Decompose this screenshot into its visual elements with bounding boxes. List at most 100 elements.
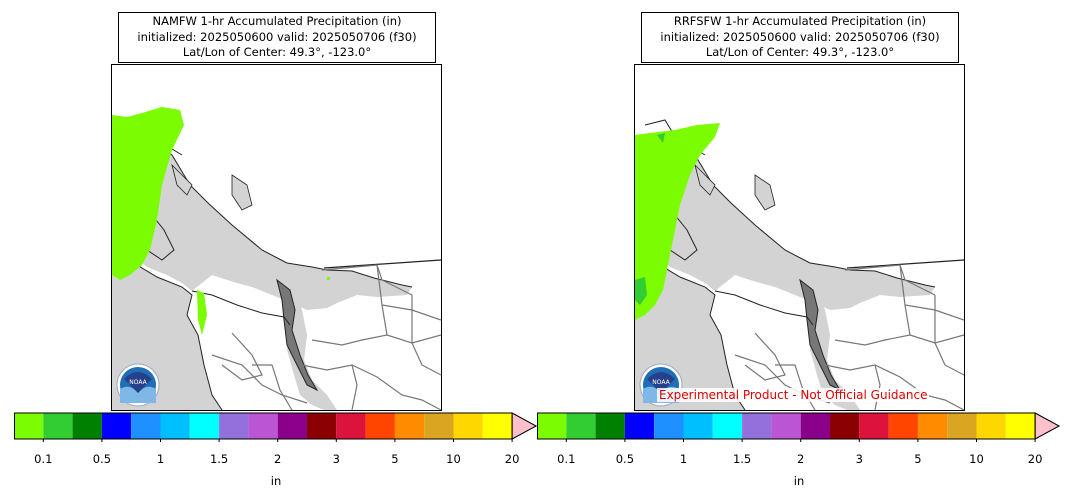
colorbar-segment bbox=[14, 413, 44, 439]
county-border bbox=[376, 264, 441, 321]
colorbar-segment bbox=[742, 413, 772, 439]
colorbar-tick-label: 1.5 bbox=[209, 452, 229, 466]
colorbar-tick-label: 1.5 bbox=[732, 452, 752, 466]
colorbar-tick-label: 20 bbox=[1027, 452, 1043, 466]
colorbar-segment bbox=[453, 413, 483, 439]
colorbar-segment bbox=[1005, 413, 1036, 439]
puget-sound bbox=[272, 260, 337, 410]
county-border bbox=[301, 364, 441, 410]
inland-lake bbox=[754, 174, 776, 211]
colorbar-tick-label: 3 bbox=[855, 452, 863, 466]
county-border bbox=[381, 304, 388, 336]
colorbar-segment bbox=[771, 413, 801, 439]
county-border bbox=[411, 295, 441, 376]
precip-area bbox=[197, 290, 207, 335]
county-border bbox=[744, 332, 786, 381]
county-border bbox=[904, 304, 911, 336]
colorbar-segment bbox=[365, 413, 395, 439]
map-title: RRFSFW 1-hr Accumulated Precipitation (i… bbox=[641, 12, 959, 63]
colorbar-tick-label: 20 bbox=[504, 452, 520, 466]
colorbar-tick-label: 0.5 bbox=[92, 452, 112, 466]
colorbar-segment bbox=[424, 413, 454, 439]
precip-area bbox=[657, 133, 665, 143]
county-border bbox=[311, 334, 441, 346]
colorbar-segment bbox=[336, 413, 366, 439]
title-center-line: Lat/Lon of Center: 49.3°, -123.0° bbox=[182, 45, 372, 59]
title-time-line: initialized: 2025050600 valid: 202505070… bbox=[137, 29, 417, 44]
colorbar-segment bbox=[654, 413, 684, 439]
precip-map: NOAA Experimental Product - Not Official… bbox=[634, 64, 965, 411]
county-border bbox=[321, 264, 413, 296]
colorbar-segment bbox=[683, 413, 713, 439]
colorbar-outline bbox=[537, 412, 1036, 440]
colorbar-segment bbox=[624, 413, 655, 439]
colorbar-segment bbox=[101, 413, 132, 439]
colorbar-segment bbox=[248, 413, 278, 439]
colorbar-tick-label: 0.1 bbox=[557, 452, 576, 466]
colorbar-segment bbox=[830, 413, 860, 439]
county-border bbox=[934, 295, 964, 376]
colorbar-tick-label: 5 bbox=[914, 452, 922, 466]
us-canada-border bbox=[323, 259, 441, 269]
colorbar-segment bbox=[888, 413, 918, 439]
precip-area bbox=[635, 277, 647, 305]
colorbar-segment bbox=[394, 413, 425, 439]
us-canada-border bbox=[846, 259, 964, 269]
left-panel: NAMFW 1-hr Accumulated Precipitation (in… bbox=[14, 12, 538, 492]
colorbar-segment bbox=[976, 413, 1006, 439]
colorbar-tick-label: 10 bbox=[969, 452, 984, 466]
colorbar-segment bbox=[72, 413, 102, 439]
inland-lake bbox=[171, 163, 193, 196]
colorbar-segment bbox=[947, 413, 977, 439]
colorbar-tick-label: 1 bbox=[156, 452, 165, 466]
title-model-line: RRFSFW 1-hr Accumulated Precipitation (i… bbox=[673, 14, 927, 28]
colorbar-segment bbox=[307, 413, 337, 439]
experimental-watermark: Experimental Product - Not Official Guid… bbox=[657, 388, 930, 402]
colorbar-segment bbox=[712, 413, 743, 439]
colorbar-tick-label: 2 bbox=[274, 452, 282, 466]
colorbar-tick-label: 10 bbox=[446, 452, 461, 466]
right-panel: RRFSFW 1-hr Accumulated Precipitation (i… bbox=[523, 0, 1076, 503]
colorbar-segment bbox=[595, 413, 625, 439]
colorbar-segment bbox=[566, 413, 596, 439]
colorbar-segment bbox=[43, 413, 73, 439]
county-border bbox=[351, 364, 358, 410]
title-time-line: initialized: 2025050600 valid: 202505070… bbox=[660, 29, 940, 44]
precip-area bbox=[112, 107, 184, 280]
noaa-logo: NOAA bbox=[116, 363, 160, 407]
colorbar-unit: in bbox=[270, 474, 282, 488]
colorbar-tick-label: 0.5 bbox=[615, 452, 635, 466]
svg-text:NOAA: NOAA bbox=[129, 379, 147, 386]
county-border bbox=[844, 264, 936, 296]
colorbar-unit: in bbox=[793, 474, 805, 488]
inland-lake bbox=[694, 163, 716, 196]
colorbar-segment bbox=[160, 413, 190, 439]
county-border bbox=[221, 332, 263, 381]
county-border bbox=[899, 264, 964, 321]
noaa-logo: NOAA bbox=[639, 363, 683, 407]
colorbar-segment bbox=[537, 413, 567, 439]
colorbar-tick-label: 5 bbox=[391, 452, 399, 466]
precip-area bbox=[635, 123, 720, 320]
colorbar-segment bbox=[800, 413, 830, 439]
map-canvas bbox=[635, 119, 964, 410]
map-canvas bbox=[112, 107, 441, 410]
county-border bbox=[252, 364, 293, 410]
colorbar-outline bbox=[14, 412, 513, 440]
colorbar-tick-label: 1 bbox=[679, 452, 688, 466]
colorbar-segment bbox=[482, 413, 513, 439]
puget-islands bbox=[276, 278, 319, 392]
precip-map: NOAA bbox=[111, 64, 442, 411]
colorbar-segment bbox=[277, 413, 307, 439]
juan-de-fuca-coastline bbox=[714, 290, 814, 326]
colorbar-tick-label: 0.1 bbox=[34, 452, 53, 466]
title-center-line: Lat/Lon of Center: 49.3°, -123.0° bbox=[705, 45, 895, 59]
colorbar-segment bbox=[219, 413, 249, 439]
inland-lake bbox=[231, 174, 253, 211]
puget-sound bbox=[795, 260, 860, 410]
colorbar-segment bbox=[131, 413, 161, 439]
county-border bbox=[824, 364, 964, 410]
colorbar-segment bbox=[859, 413, 889, 439]
colorbar: 0.1 0.5 1 1.5 2 3 5 10 20 in bbox=[14, 412, 538, 492]
map-title: NAMFW 1-hr Accumulated Precipitation (in… bbox=[118, 12, 436, 63]
